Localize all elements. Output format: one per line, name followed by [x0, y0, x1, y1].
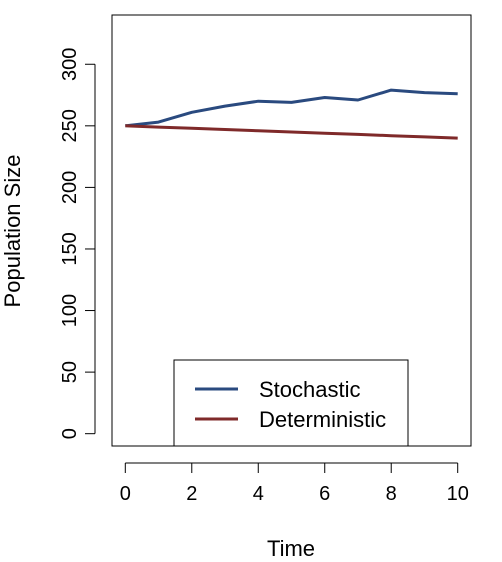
x-tick-label: 8 [386, 483, 397, 505]
y-tick-label: 0 [59, 428, 81, 439]
series-layer [125, 88, 458, 140]
legend-box [173, 359, 409, 447]
y-tick-label: 100 [59, 294, 81, 327]
legend-label-deterministic: Deterministic [259, 407, 386, 432]
x-axis-label: Time [267, 536, 315, 561]
legend-label-stochastic: Stochastic [259, 377, 361, 402]
series-line-deterministic [125, 124, 458, 140]
y-tick-label: 250 [59, 109, 81, 142]
y-tick-label: 150 [59, 232, 81, 265]
y-axis-label: Population Size [0, 155, 25, 308]
x-tick-label: 0 [120, 483, 131, 505]
y-tick-label: 50 [59, 361, 81, 383]
x-tick-label: 10 [447, 483, 469, 505]
y-axis: 0 50 100 150 200 250 300 [59, 48, 96, 439]
x-tick-label: 4 [253, 483, 264, 505]
y-tick-label: 200 [59, 171, 81, 204]
legend: Stochastic Deterministic [173, 359, 409, 447]
x-tick-label: 2 [186, 483, 197, 505]
y-tick-label: 300 [59, 48, 81, 81]
x-tick-label: 6 [319, 483, 330, 505]
series-line-stochastic [125, 88, 458, 128]
x-axis: 0 2 4 6 8 10 [120, 462, 469, 505]
